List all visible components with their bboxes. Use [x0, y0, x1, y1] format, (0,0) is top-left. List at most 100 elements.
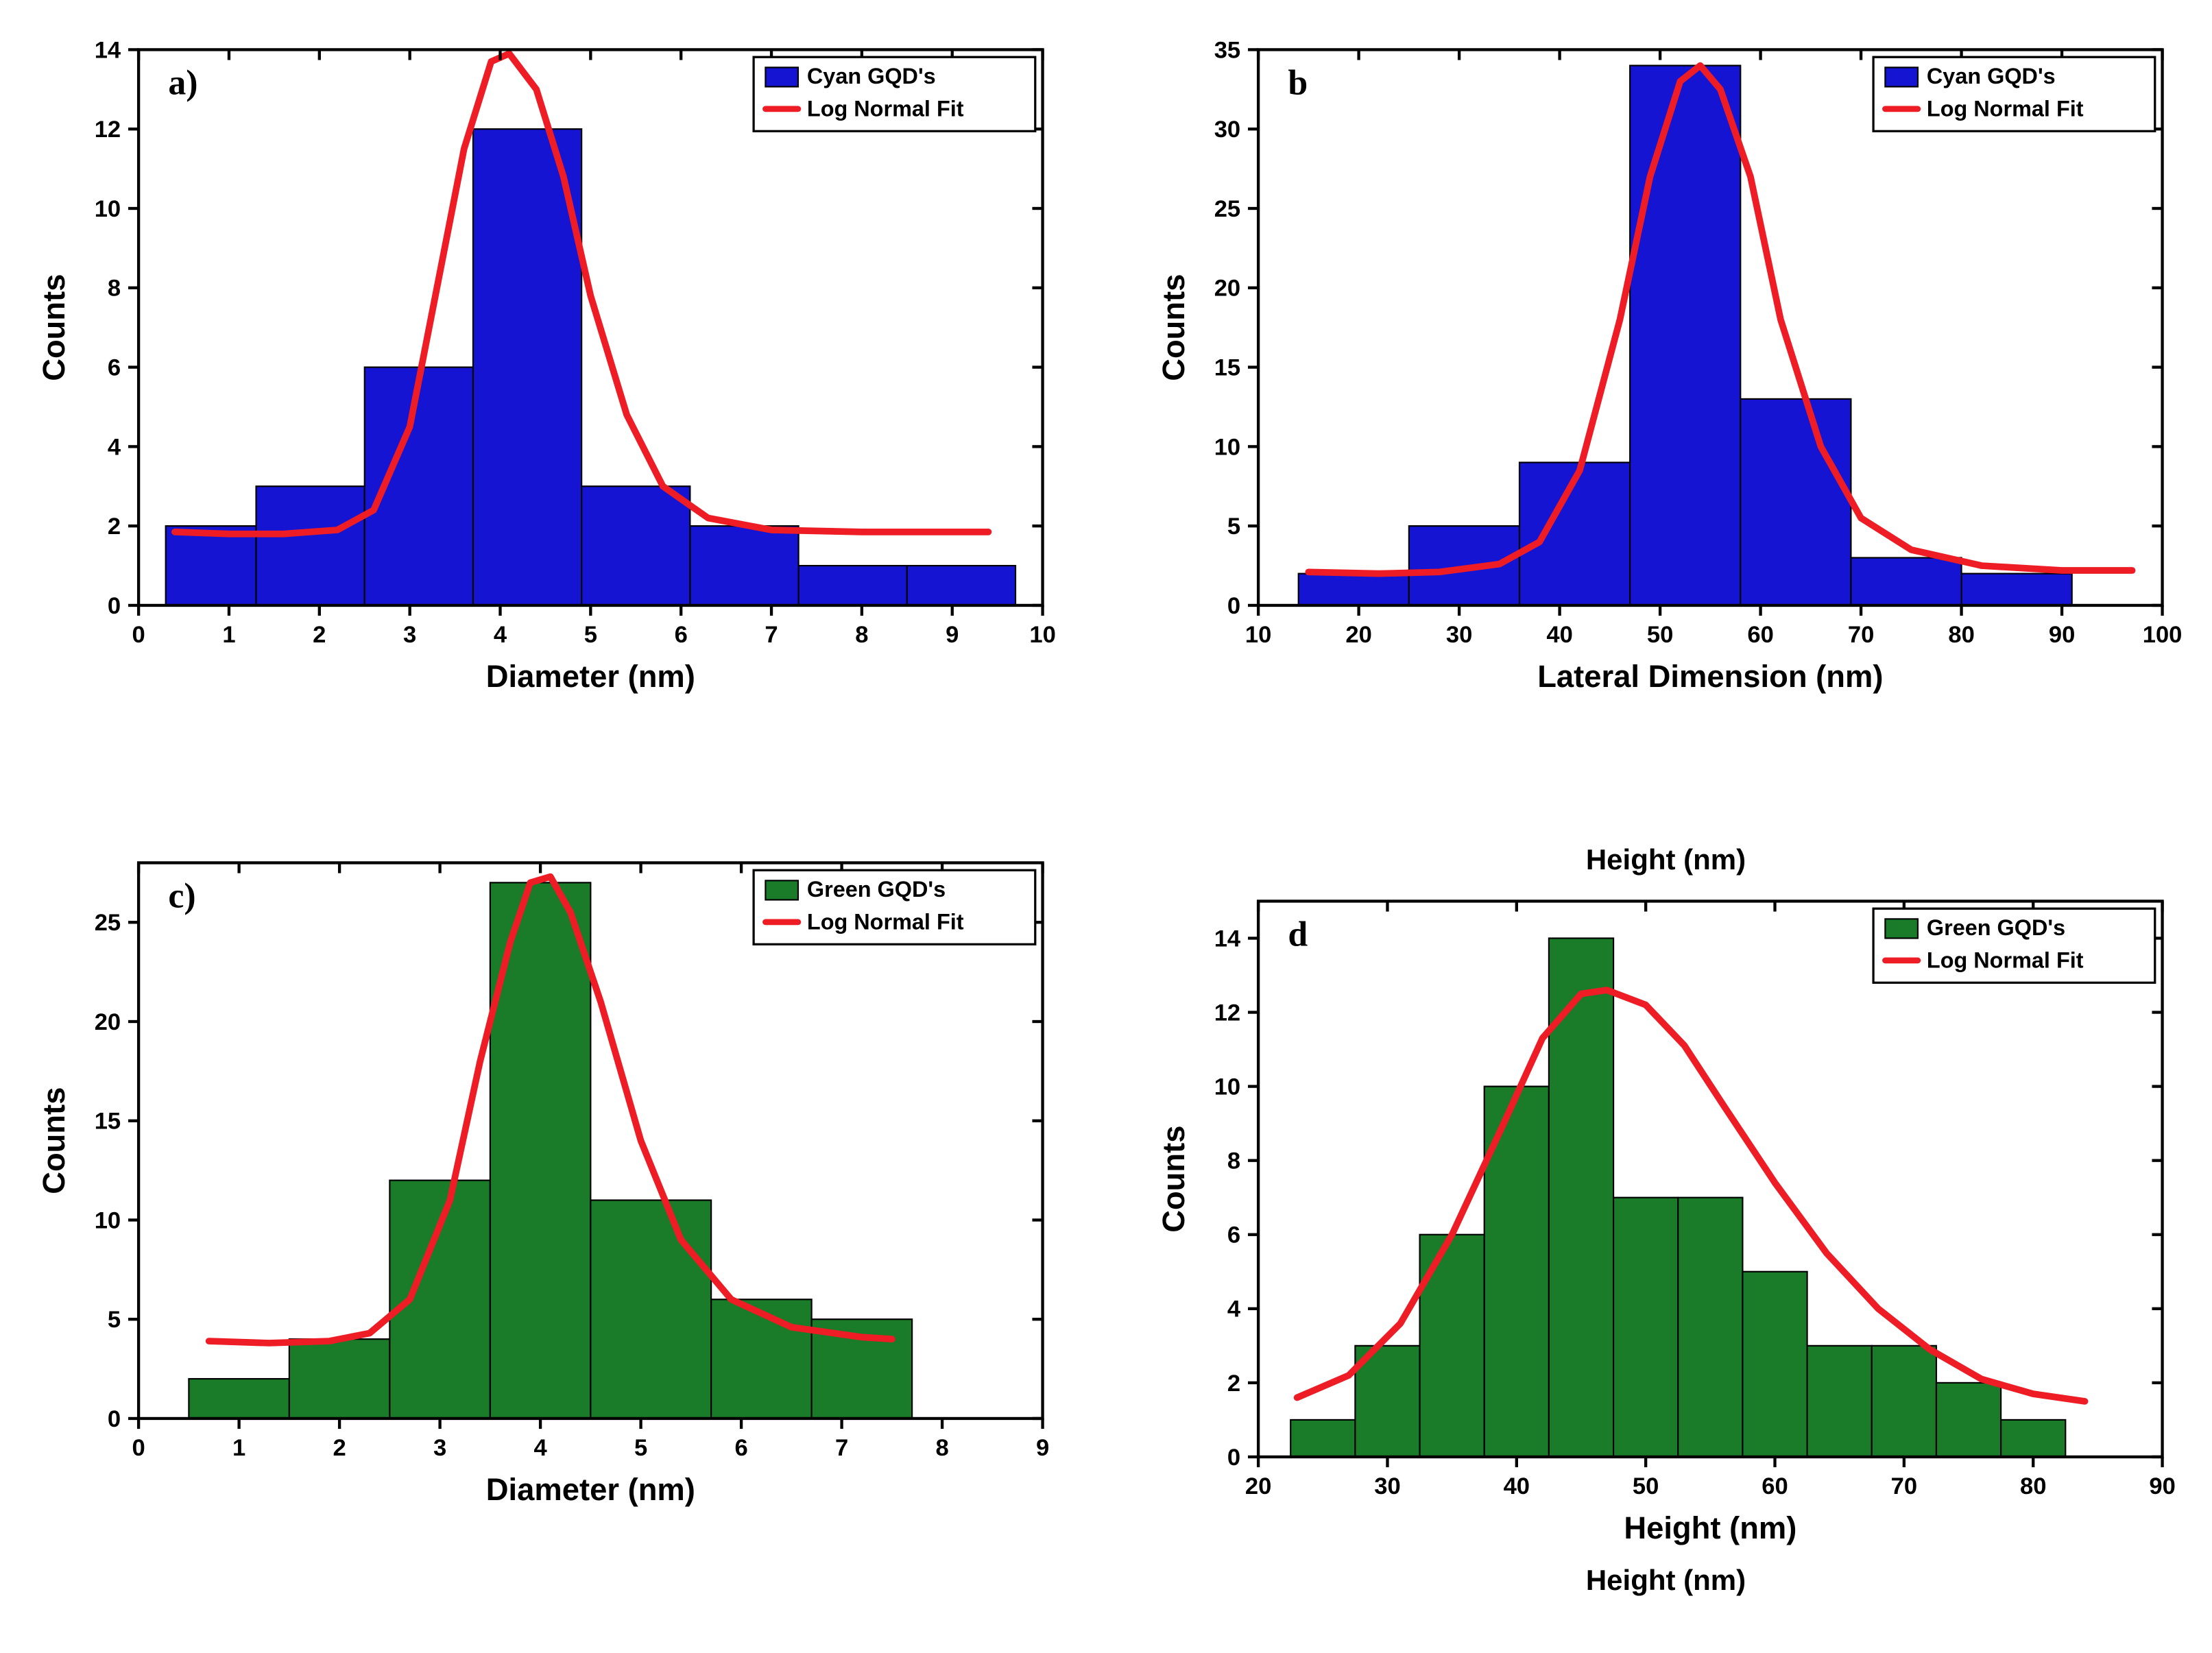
bar-5 — [1613, 1198, 1678, 1457]
bar-0 — [166, 526, 256, 605]
figure-grid: 01234567891002468101214Diameter (nm)Coun… — [27, 27, 2185, 1600]
bar-1 — [289, 1339, 389, 1419]
x-tick-label: 80 — [2020, 1473, 2046, 1499]
legend-series-label: Cyan GQD's — [807, 64, 936, 88]
x-tick-label: 3 — [403, 622, 416, 648]
x-tick-label: 2 — [313, 622, 326, 648]
x-tick-label: 4 — [494, 622, 507, 648]
x-tick-label: 60 — [1747, 622, 1773, 648]
x-tick-label: 30 — [1374, 1473, 1400, 1499]
x-tick-label: 80 — [1948, 622, 1974, 648]
bar-7 — [1742, 1272, 1807, 1457]
y-tick-label: 25 — [1214, 196, 1240, 222]
y-tick-label: 4 — [1227, 1296, 1241, 1323]
bar-3 — [1630, 66, 1740, 605]
panel-label: c) — [168, 877, 195, 916]
legend-bar-swatch — [765, 881, 798, 900]
y-tick-label: 20 — [95, 1009, 121, 1035]
panel-a: 01234567891002468101214Diameter (nm)Coun… — [27, 27, 1065, 786]
x-axis-label: Height (nm) — [1624, 1510, 1796, 1545]
y-tick-label: 5 — [1227, 514, 1240, 540]
x-tick-label: 20 — [1345, 622, 1371, 648]
panel-label: b — [1288, 63, 1308, 102]
bar-8 — [1807, 1346, 1872, 1457]
y-tick-label: 10 — [95, 196, 121, 222]
legend-bar-swatch — [765, 67, 798, 86]
y-tick-label: 35 — [1214, 37, 1240, 63]
x-tick-label: 50 — [1633, 1473, 1659, 1499]
legend-fit-label: Log Normal Fit — [807, 97, 964, 121]
bar-6 — [1962, 574, 2072, 605]
x-tick-label: 20 — [1245, 1473, 1271, 1499]
x-tick-label: 10 — [1029, 622, 1055, 648]
legend: Green GQD'sLog Normal Fit — [754, 870, 1035, 944]
bar-9 — [1872, 1346, 1936, 1457]
chart-b-svg: 10203040506070809010005101520253035Later… — [1147, 27, 2185, 709]
y-tick-label: 4 — [108, 434, 121, 460]
x-tick-label: 0 — [132, 1435, 145, 1461]
y-tick-label: 0 — [108, 593, 121, 619]
x-tick-label: 70 — [1848, 622, 1874, 648]
legend-fit-label: Log Normal Fit — [807, 910, 964, 934]
x-tick-label: 4 — [533, 1435, 547, 1461]
panel-c: 01234567890510152025Diameter (nm)Countsc… — [27, 841, 1065, 1599]
bar-0 — [1290, 1420, 1355, 1457]
x-tick-label: 6 — [734, 1435, 747, 1461]
bar-5 — [690, 526, 798, 605]
y-tick-label: 12 — [95, 117, 121, 143]
x-tick-label: 60 — [1762, 1473, 1788, 1499]
bar-4 — [581, 486, 690, 605]
x-tick-label: 5 — [634, 1435, 647, 1461]
legend: Cyan GQD's Log Normal Fit — [754, 57, 1035, 131]
bar-5 — [711, 1300, 811, 1419]
bar-6 — [1678, 1198, 1742, 1457]
x-tick-label: 5 — [584, 622, 597, 648]
chart-a-svg: 01234567891002468101214Diameter (nm)Coun… — [27, 27, 1065, 709]
y-tick-label: 0 — [1227, 1445, 1240, 1471]
x-tick-label: 7 — [835, 1435, 848, 1461]
bar-5 — [1851, 557, 1961, 605]
x-tick-label: 2 — [333, 1435, 346, 1461]
bar-4 — [590, 1200, 711, 1419]
legend-bar-swatch — [1885, 919, 1918, 939]
legend: Cyan GQD'sLog Normal Fit — [1873, 57, 2155, 131]
x-tick-label: 7 — [765, 622, 778, 648]
bar-11 — [2001, 1420, 2065, 1457]
y-tick-label: 30 — [1214, 117, 1240, 143]
x-tick-label: 8 — [855, 622, 868, 648]
y-tick-label: 6 — [108, 354, 121, 381]
x-tick-label: 6 — [675, 622, 688, 648]
x-axis-label: Diameter (nm) — [486, 1472, 695, 1507]
y-axis-label: Counts — [36, 274, 71, 381]
x-tick-label: 1 — [232, 1435, 245, 1461]
y-tick-label: 10 — [1214, 434, 1240, 460]
legend-fit-label: Log Normal Fit — [1927, 97, 2084, 121]
y-tick-label: 25 — [95, 910, 121, 936]
x-tick-label: 70 — [1891, 1473, 1917, 1499]
y-axis-label: Counts — [1156, 1126, 1191, 1233]
y-tick-label: 5 — [108, 1307, 121, 1333]
y-tick-label: 6 — [1227, 1222, 1240, 1248]
y-tick-label: 10 — [1214, 1074, 1240, 1100]
x-tick-label: 9 — [946, 622, 959, 648]
x-tick-label: 10 — [1245, 622, 1271, 648]
x-tick-label: 90 — [2049, 622, 2075, 648]
y-tick-label: 10 — [95, 1208, 121, 1234]
y-tick-label: 0 — [108, 1406, 121, 1432]
panel-d: Height (nm) 203040506070809002468101214H… — [1147, 841, 2185, 1599]
panel-d-bottom-label: Height (nm) — [1147, 1564, 2185, 1597]
y-tick-label: 2 — [1227, 1371, 1240, 1397]
x-tick-label: 50 — [1647, 622, 1673, 648]
bar-0 — [1299, 574, 1409, 605]
x-tick-label: 3 — [433, 1435, 446, 1461]
chart-d-svg: 203040506070809002468101214Height (nm)Co… — [1147, 879, 2185, 1560]
legend-bar-swatch — [1885, 67, 1918, 86]
y-axis-label: Counts — [1156, 274, 1191, 381]
legend-fit-label: Log Normal Fit — [1927, 948, 2084, 973]
panel-b: 10203040506070809010005101520253035Later… — [1147, 27, 2185, 786]
x-tick-label: 1 — [222, 622, 235, 648]
y-tick-label: 8 — [108, 276, 121, 302]
x-tick-label: 90 — [2149, 1473, 2175, 1499]
panel-label: a) — [168, 63, 197, 102]
bar-7 — [907, 566, 1015, 605]
